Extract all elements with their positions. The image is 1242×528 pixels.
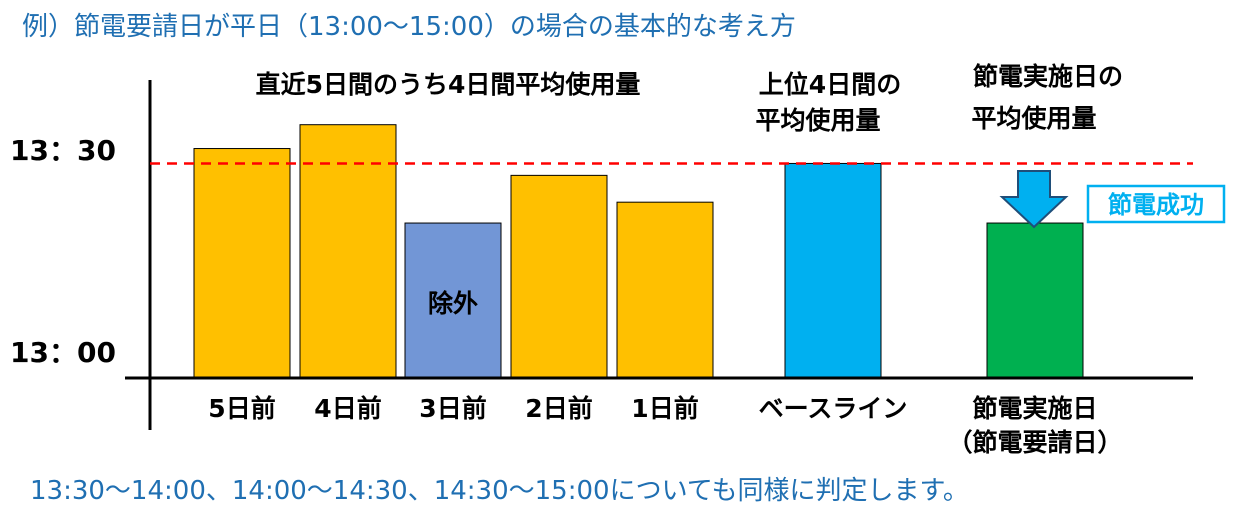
y-tick-label: 13：30 [10,134,116,167]
bar [299,124,397,379]
bar [404,222,502,379]
annotation-baseline-line1: 上位4日間の [759,70,901,99]
success-badge-label: 節電成功 [1108,191,1204,219]
bar-inner-label: 除外 [428,289,478,318]
page-title: 例）節電要請日が平日（13:00～15:00）の場合の基本的な考え方 [22,12,796,42]
category-label: 5日前 [208,394,275,423]
category-label: 1日前 [631,394,698,423]
category-label: 3日前 [419,394,486,423]
footnote: 13:30～14:00、14:00～14:30、14:30～15:00についても… [30,476,969,506]
annotation-event-line2: 平均使用量 [971,104,1096,133]
bar [510,174,608,379]
annotation-recent-days: 直近5日間のうち4日間平均使用量 [256,70,641,99]
category-label: 節電実施日 [972,394,1097,423]
category-label: 2日前 [525,394,592,423]
category-sublabel: （節電要請日） [947,428,1122,457]
down-arrow-icon [999,170,1069,229]
success-badge [1086,184,1226,224]
category-label: 4日前 [314,394,381,423]
bar [986,222,1084,379]
annotation-baseline-line2: 平均使用量 [755,106,880,135]
annotation-event-line1: 節電実施日の [973,62,1123,91]
bar [616,201,714,379]
bar [784,162,882,379]
bar [193,148,291,379]
category-label: ベースライン [759,394,908,423]
y-tick-label: 13：00 [10,336,116,369]
